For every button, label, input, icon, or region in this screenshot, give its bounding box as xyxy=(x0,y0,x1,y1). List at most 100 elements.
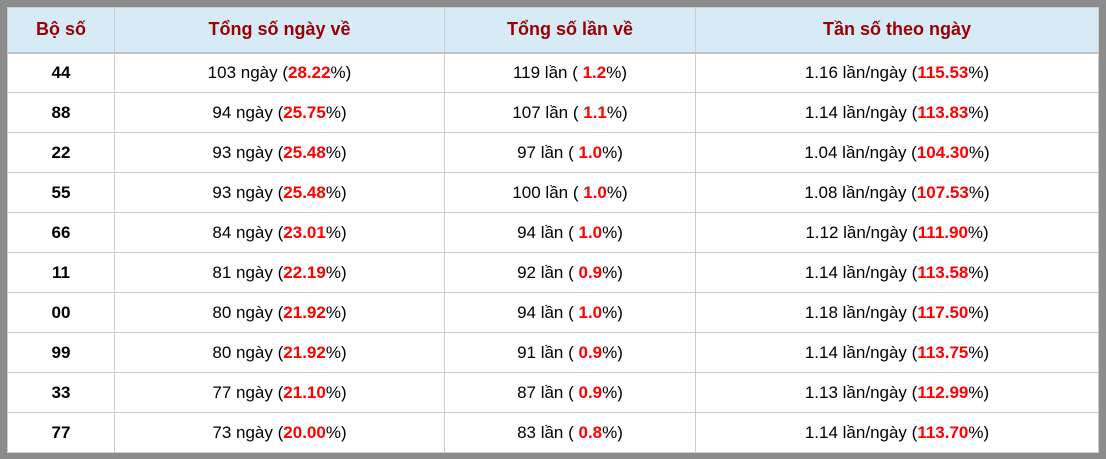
pair-number: 99 xyxy=(51,342,71,362)
frequency-percent: 115.53 xyxy=(917,62,969,82)
cell-total-days: 80 ngày (21.92%) xyxy=(114,292,445,333)
times-text-close: %) xyxy=(602,422,623,442)
times-text: 107 lần ( xyxy=(512,102,584,122)
table-row: 11 81 ngày (22.19%) 92 lần ( 0.9%) 1.14 … xyxy=(7,252,1099,293)
cell-pair-number: 44 xyxy=(7,52,115,93)
frequency-text-close: %) xyxy=(968,142,990,162)
pair-number: 22 xyxy=(51,142,71,162)
cell-daily-frequency: 1.14 lần/ngày (113.83%) xyxy=(695,92,1099,133)
times-percent: 1.0 xyxy=(578,302,603,322)
days-percent: 25.48 xyxy=(283,182,326,202)
times-text-close: %) xyxy=(606,102,628,122)
table-row: 99 80 ngày (21.92%) 91 lần ( 0.9%) 1.14 … xyxy=(7,332,1099,373)
days-percent: 25.75 xyxy=(283,102,326,122)
cell-pair-number: 77 xyxy=(7,412,115,453)
times-percent: 1.0 xyxy=(583,182,607,202)
column-header-daily-frequency: Tần số theo ngày xyxy=(695,7,1099,54)
cell-total-times: 107 lần ( 1.1%) xyxy=(444,92,696,133)
days-text-close: %) xyxy=(325,422,347,442)
days-text-close: %) xyxy=(330,62,352,82)
frequency-percent: 113.58 xyxy=(917,262,969,282)
frequency-percent: 111.90 xyxy=(917,222,968,242)
times-percent: 1.0 xyxy=(578,222,603,242)
column-header-pair-number: Bộ số xyxy=(7,7,115,54)
days-percent: 21.92 xyxy=(283,342,326,362)
days-text: 73 ngày ( xyxy=(212,422,284,442)
days-percent: 28.22 xyxy=(288,62,331,82)
column-header-total-days: Tổng số ngày về xyxy=(114,7,445,54)
cell-total-times: 119 lần ( 1.2%) xyxy=(444,52,696,93)
table-row: 88 94 ngày (25.75%) 107 lần ( 1.1%) 1.14… xyxy=(7,92,1099,133)
days-percent: 20.00 xyxy=(283,422,326,442)
days-text: 80 ngày ( xyxy=(212,342,284,362)
times-text: 83 lần ( xyxy=(517,422,579,442)
frequency-text-close: %) xyxy=(968,262,990,282)
times-percent: 0.9 xyxy=(578,262,603,282)
frequency-percent: 117.50 xyxy=(917,302,969,322)
frequency-text: 1.16 lần/ngày ( xyxy=(804,62,918,82)
times-text-close: %) xyxy=(602,302,623,322)
frequency-text: 1.18 lần/ngày ( xyxy=(804,302,918,322)
days-text: 103 ngày ( xyxy=(207,62,288,82)
days-text-close: %) xyxy=(325,302,347,322)
pair-number: 11 xyxy=(52,262,70,282)
frequency-text-close: %) xyxy=(968,382,990,402)
days-text: 93 ngày ( xyxy=(212,182,284,202)
cell-daily-frequency: 1.04 lần/ngày (104.30%) xyxy=(695,132,1099,173)
frequency-text: 1.13 lần/ngày ( xyxy=(804,382,918,402)
frequency-percent: 107.53 xyxy=(916,182,969,202)
cell-daily-frequency: 1.12 lần/ngày (111.90%) xyxy=(695,212,1099,253)
days-text-close: %) xyxy=(325,222,347,242)
cell-daily-frequency: 1.08 lần/ngày (107.53%) xyxy=(695,172,1099,213)
lottery-pair-stats-table: Bộ số Tổng số ngày về Tổng số lần về Tần… xyxy=(7,7,1099,453)
cell-pair-number: 00 xyxy=(7,292,115,333)
times-percent: 1.2 xyxy=(582,62,607,82)
times-percent: 0.8 xyxy=(578,422,603,442)
times-text: 92 lần ( xyxy=(517,262,579,282)
pair-number: 44 xyxy=(51,62,71,82)
cell-total-days: 93 ngày (25.48%) xyxy=(114,132,445,173)
cell-total-days: 77 ngày (21.10%) xyxy=(114,372,445,413)
frequency-text: 1.14 lần/ngày ( xyxy=(804,102,918,122)
times-text-close: %) xyxy=(602,382,623,402)
cell-total-times: 100 lần ( 1.0%) xyxy=(444,172,696,213)
times-text-close: %) xyxy=(602,142,623,162)
table-row: 22 93 ngày (25.48%) 97 lần ( 1.0%) 1.04 … xyxy=(7,132,1099,173)
days-text-close: %) xyxy=(325,382,347,402)
frequency-text-close: %) xyxy=(968,302,990,322)
pair-number: 33 xyxy=(51,382,71,402)
days-percent: 22.19 xyxy=(283,262,326,282)
cell-pair-number: 99 xyxy=(7,332,115,373)
days-text-close: %) xyxy=(325,182,347,202)
cell-total-times: 87 lần ( 0.9%) xyxy=(444,372,696,413)
frequency-text-close: %) xyxy=(968,342,990,362)
cell-pair-number: 55 xyxy=(7,172,115,213)
times-percent: 1.0 xyxy=(578,142,603,162)
times-text-close: %) xyxy=(606,62,628,82)
table-row: 55 93 ngày (25.48%) 100 lần ( 1.0%) 1.08… xyxy=(7,172,1099,213)
cell-total-days: 73 ngày (20.00%) xyxy=(114,412,445,453)
frequency-percent: 113.75 xyxy=(917,342,969,362)
times-percent: 0.9 xyxy=(578,382,603,402)
times-percent: 0.9 xyxy=(578,342,603,362)
frequency-text-close: %) xyxy=(967,222,989,242)
times-text-close: %) xyxy=(602,222,623,242)
cell-daily-frequency: 1.13 lần/ngày (112.99%) xyxy=(695,372,1099,413)
frequency-percent: 112.99 xyxy=(917,382,969,402)
days-percent: 21.92 xyxy=(283,302,326,322)
table-header: Bộ số Tổng số ngày về Tổng số lần về Tần… xyxy=(7,7,1099,54)
days-percent: 25.48 xyxy=(283,142,326,162)
times-text: 119 lần ( xyxy=(512,62,583,82)
days-text: 77 ngày ( xyxy=(212,382,284,402)
cell-total-times: 92 lần ( 0.9%) xyxy=(444,252,696,293)
frequency-text-close: %) xyxy=(968,102,990,122)
cell-total-times: 94 lần ( 1.0%) xyxy=(444,292,696,333)
frequency-percent: 113.83 xyxy=(917,102,969,122)
frequency-percent: 104.30 xyxy=(916,142,969,162)
cell-total-days: 94 ngày (25.75%) xyxy=(114,92,445,133)
table-row: 00 80 ngày (21.92%) 94 lần ( 1.0%) 1.18 … xyxy=(7,292,1099,333)
cell-daily-frequency: 1.14 lần/ngày (113.75%) xyxy=(695,332,1099,373)
frequency-text-close: %) xyxy=(968,422,990,442)
times-text: 94 lần ( xyxy=(517,222,579,242)
